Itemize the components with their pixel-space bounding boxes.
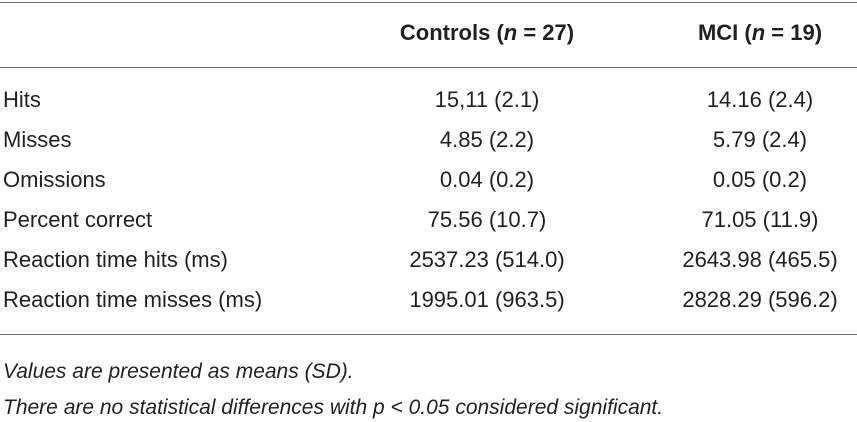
footnote: Values are presented as means (SD). [3,360,354,383]
column-header: MCI (n = 19) [698,20,822,46]
header-text: Controls ( [399,20,504,45]
cell: 0.05 (0.2) [712,167,808,192]
cell: 0.04 (0.2) [439,167,535,192]
row-label: Hits [3,87,41,112]
column-header: Controls (n = 27) [400,20,574,46]
header-variable: n [751,20,766,45]
row-label: Misses [3,127,72,152]
cell: 4.85 (2.2) [439,127,535,152]
cell: 14.16 (2.4) [706,87,814,112]
header-text: MCI ( [697,20,752,45]
header-variable: n [503,20,518,45]
cell: 15,11 (2.1) [434,87,540,112]
bottom-rule [0,334,857,335]
header-text: = 19) [765,20,823,45]
cell: 71.05 (11.9) [701,207,819,232]
top-rule [0,2,857,3]
cell: 75.56 (10.7) [427,207,547,232]
cell: 2643.98 (465.5) [682,247,838,272]
header-text: = 27) [517,20,575,45]
cell: 2537.23 (514.0) [409,247,565,272]
cell: 2828.29 (596.2) [682,287,838,312]
cell: 5.79 (2.4) [712,127,808,152]
row-label: Reaction time misses (ms) [3,287,263,312]
row-label: Omissions [3,167,106,192]
cell: 1995.01 (963.5) [409,287,565,312]
header-rule [0,67,857,68]
row-label: Reaction time hits (ms) [3,247,228,272]
row-label: Percent correct [3,207,153,232]
footnote: There are no statistical differences wit… [3,396,664,419]
